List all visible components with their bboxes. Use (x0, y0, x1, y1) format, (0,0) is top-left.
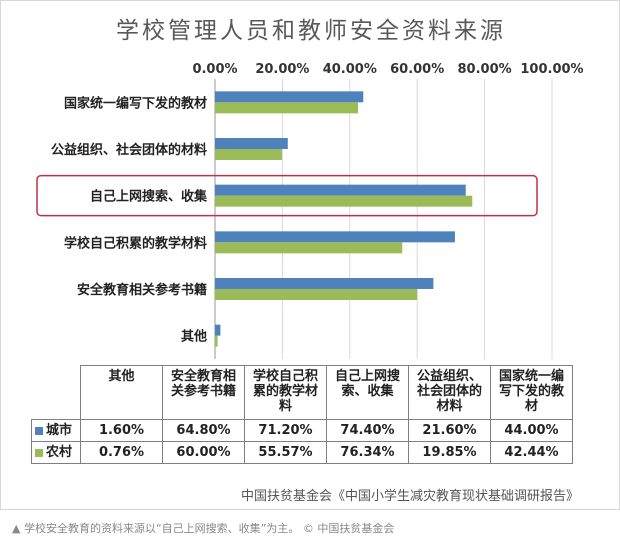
chart-title: 学校管理人员和教师安全资料来源 (116, 18, 506, 44)
chart-frame: 学校管理人员和教师安全资料来源 0.00% 20.00% 40.00% 60.00% 8… (0, 0, 620, 510)
table-cell: 60.00% (162, 441, 245, 464)
bar-city (215, 324, 221, 336)
legend-key: 城市 (31, 419, 81, 442)
source-note: 中国扶贫基金会《中国小学生减灾教育现状基础调研报告》 (240, 489, 579, 504)
highlight-box (36, 174, 538, 217)
table-header: 安全教育相 关参考书籍 (162, 365, 245, 420)
table-cell: 19.85% (408, 441, 491, 464)
x-tick-label: 80.00% (458, 62, 512, 77)
table-row: 农村 0.76% 60.00% 55.57% 76.34% 19.85% 42.44% (31, 441, 573, 464)
table-header: 国家统一编 写下发的教材 (490, 365, 573, 420)
x-tick-label: 60.00% (390, 62, 444, 77)
legend-swatch (35, 426, 43, 435)
legend-label: 农村 (46, 445, 73, 460)
category-label: 其他 (181, 329, 207, 345)
table-row: 城市 1.60% 64.80% 71.20% 74.40% 21.60% 44.00% (31, 419, 573, 442)
table-header: 学校自己积 累的教学材料 (244, 365, 327, 420)
category-label: 国家统一编写下发的教材 (64, 95, 207, 111)
legend-swatch (35, 448, 43, 457)
table-cell: 0.76% (80, 441, 163, 464)
bar-chart: 0.00% 20.00% 40.00% 60.00% 80.00% 100.00% 国家统一… (36, 62, 584, 359)
bar-rural (215, 289, 418, 300)
table-header: 自己上网搜 索、收集 (326, 365, 409, 420)
bar-city (215, 138, 288, 149)
category-label: 公益组织、社会团体的材料 (51, 142, 207, 158)
bar-rural (215, 335, 218, 347)
category-label: 学校自己积累的教学材料 (64, 235, 207, 251)
legend-label: 城市 (46, 423, 73, 438)
x-tick-label: 0.00% (192, 62, 237, 77)
x-tick-label: 20.00% (255, 62, 309, 77)
table-cell: 42.44% (490, 441, 573, 464)
category-label: 安全教育相关参考书籍 (77, 282, 207, 298)
table-cell: 1.60% (80, 419, 163, 442)
bar-city (215, 278, 434, 289)
table-cell: 71.20% (244, 419, 327, 442)
table-cell: 21.60% (408, 419, 491, 442)
data-table: 其他 安全教育相 关参考书籍 学校自己积 累的教学材料自己上网搜 索、收集 公益组织、 社会团… (31, 365, 573, 464)
table-header: 其他 (80, 365, 163, 420)
bar-city (215, 184, 466, 196)
table-corner (31, 365, 81, 420)
table-cell: 74.40% (326, 419, 409, 442)
bar-rural (215, 102, 359, 114)
table-header: 公益组织、 社会团体的 材料 (408, 365, 491, 420)
bar-rural (215, 242, 403, 254)
bar-rural (215, 149, 282, 160)
table-cell: 76.34% (326, 441, 409, 464)
image-caption: ▲ 学校安全教育的资料来源以“自己上网搜索、收集”为主。 © 中国扶贫基金会 (12, 522, 395, 535)
table-cell: 44.00% (490, 419, 573, 442)
category-label: 自己上网搜索、收集 (90, 189, 208, 205)
bar-rural (215, 195, 473, 207)
table-cell: 55.57% (244, 441, 327, 464)
table-cell: 64.80% (162, 419, 245, 442)
bar-city (215, 231, 455, 243)
bar-city (215, 91, 364, 103)
x-tick-label: 100.00% (520, 62, 583, 77)
x-tick-label: 40.00% (323, 62, 377, 77)
legend-key: 农村 (31, 441, 81, 464)
